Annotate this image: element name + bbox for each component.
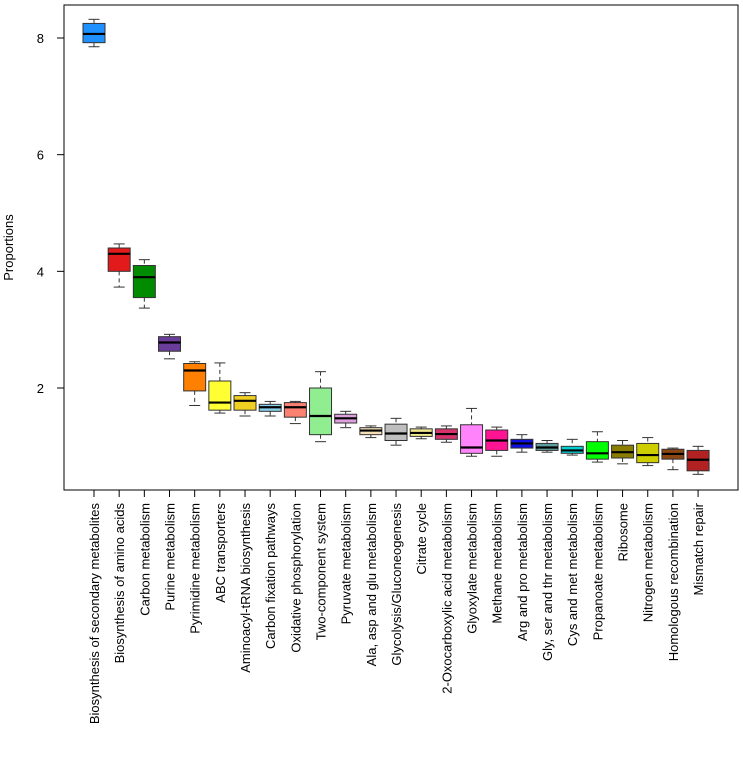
box-group <box>409 426 433 440</box>
category-label: Homologous recombination <box>666 503 681 661</box>
y-tick-label: 4 <box>37 264 44 279</box>
category-label: Ala, asp and glu metabolism <box>364 503 379 666</box>
y-tick-label: 8 <box>37 31 44 46</box>
category-label: 2-Oxocarboxylic acid metabolism <box>439 503 454 694</box>
plot-frame <box>63 4 739 491</box>
box <box>309 387 333 436</box>
box <box>208 380 232 411</box>
box-group <box>233 392 257 417</box>
box-group <box>309 371 333 443</box>
category-labels: Biosynthesis of secondary metabolites Bio… <box>87 502 706 724</box>
box-group <box>434 425 458 443</box>
category-label: Nitrogen metabolism <box>641 503 656 622</box>
y-tick-label: 6 <box>37 148 44 163</box>
box-group <box>82 18 106 48</box>
y-tick-label: 2 <box>37 381 44 396</box>
box-group <box>334 410 358 429</box>
box-group <box>183 361 207 406</box>
category-label: Methane metabolism <box>490 503 505 624</box>
boxes <box>82 18 710 475</box>
box-group <box>661 447 685 471</box>
box-group <box>636 437 660 467</box>
box <box>636 442 660 464</box>
category-label: Arg and pro metabolism <box>515 503 530 641</box>
box-group <box>359 425 383 439</box>
category-label: Cys and met metabolism <box>565 503 580 646</box>
box <box>283 402 307 418</box>
box-group <box>283 400 307 425</box>
category-label: Purine metabolism <box>163 503 178 611</box>
box <box>233 395 257 411</box>
category-label: Mismatch repair <box>691 502 706 595</box>
box-group <box>686 445 710 475</box>
box <box>460 424 484 454</box>
box-group <box>158 333 182 360</box>
box <box>384 423 408 441</box>
category-label: Carbon metabolism <box>137 503 152 616</box>
category-label: Biosynthesis of amino acids <box>112 503 127 664</box>
category-label: Pyruvate metabolism <box>339 503 354 624</box>
box-group <box>460 407 484 457</box>
box-group <box>258 400 282 417</box>
category-label: Glyoxylate metabolism <box>465 503 480 634</box>
box-group <box>585 431 609 463</box>
category-label: Aminoacyl-tRNA biosynthesis <box>238 503 253 673</box>
category-label: Citrate cycle <box>414 503 429 575</box>
box-group <box>560 438 584 456</box>
box <box>585 441 609 460</box>
category-label: Carbon fixation pathways <box>263 503 278 649</box>
category-label: Two-component system <box>314 503 329 640</box>
category-label: Glycolysis/Gluconeogenesis <box>389 503 404 666</box>
category-label: Oxidative phosphorylation <box>288 503 303 653</box>
box-group <box>208 362 232 414</box>
category-label: Propanoate metabolism <box>590 503 605 640</box>
box-group <box>384 417 408 446</box>
box <box>107 247 131 272</box>
box-group <box>132 259 156 309</box>
category-label: Biosynthesis of secondary metabolites <box>87 503 102 725</box>
box-group <box>510 434 534 453</box>
category-label: Gly, ser and thr metabolism <box>540 503 555 661</box>
box-group <box>535 440 559 453</box>
box-group <box>611 440 635 465</box>
axes: 2 4 6 8 <box>37 4 739 497</box>
box-group <box>107 243 131 288</box>
box <box>158 336 182 352</box>
category-label: Ribosome <box>616 503 631 562</box>
box-group <box>485 426 509 457</box>
category-label: ABC transporters <box>213 503 228 603</box>
box <box>132 265 156 299</box>
category-label: Pyrimidine metabolism <box>188 503 203 634</box>
y-axis-label: Proportions <box>1 214 16 281</box>
box <box>183 363 207 392</box>
